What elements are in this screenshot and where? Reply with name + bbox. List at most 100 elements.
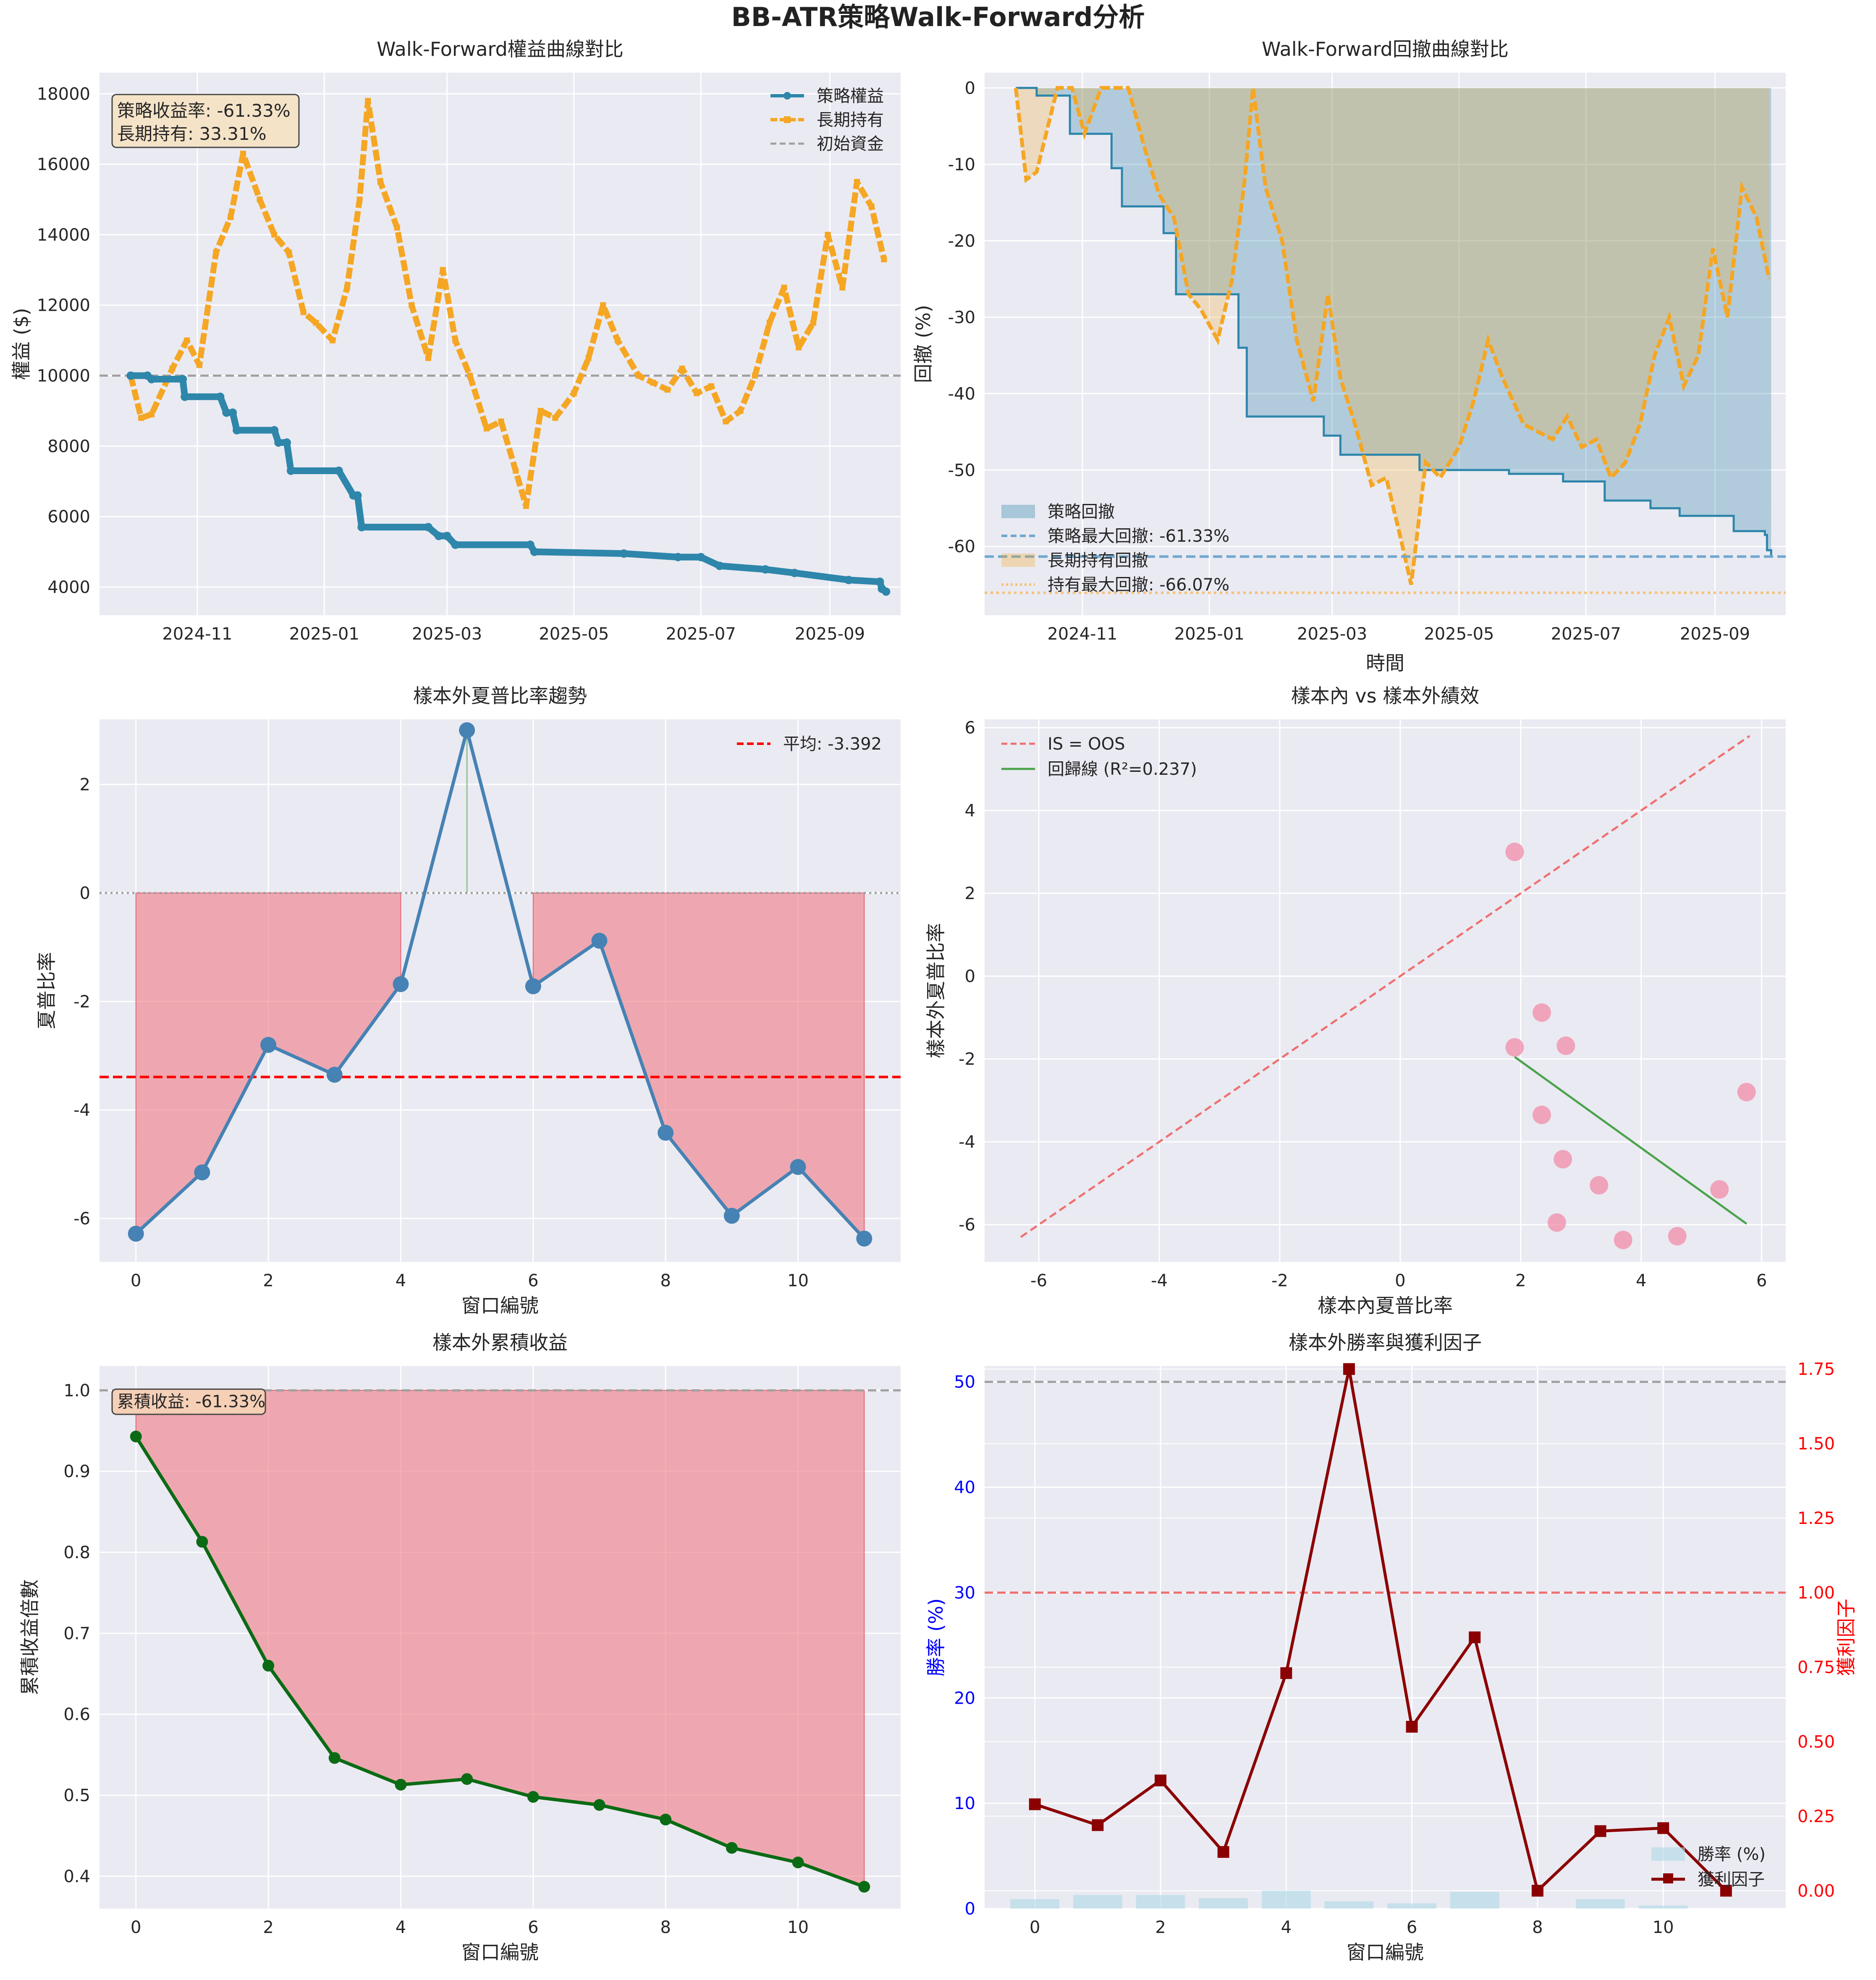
cumulative-point [262,1660,275,1672]
scatter-point [1668,1227,1687,1246]
y-tick-label: 0.8 [63,1543,90,1563]
x-axis-label: 時間 [1366,652,1404,674]
x-tick-label: -6 [1030,1271,1047,1290]
y-tick-label: 0.9 [63,1462,90,1482]
buy-hold-point [513,468,519,474]
buy-hold-point [585,355,592,361]
y-tick-label: 20 [954,1689,975,1708]
drawdown-chart: 2024-11 2025-01 2025-03 2025-05 2025-07 2025-… [912,38,1786,674]
x-tick-label: 2024-11 [162,624,232,644]
strategy-equity-point [283,438,291,447]
y-axis-label: 回撤 (%) [912,305,935,383]
strategy-equity-point [619,549,628,558]
chart-title: Walk-Forward回撤曲線對比 [1262,38,1509,60]
winrate-bar [1576,1899,1625,1909]
cumulative-point [527,1791,539,1803]
plot-area [985,73,1786,615]
legend-label: 策略最大回撤: -61.33% [1048,527,1229,546]
x-tick-label: 2025-03 [412,624,482,644]
buy-hold-point [752,372,758,379]
strategy-equity-point [181,392,189,401]
y-tick-label: 4 [965,801,975,821]
right-tick-label: 1.75 [1797,1360,1835,1379]
y-tick-label: 0 [965,79,975,98]
buy-hold-point [708,383,715,389]
profit-factor-point [1531,1885,1543,1897]
buy-hold-point [868,203,875,210]
identity-line [1020,735,1750,1238]
strategy-equity-point [274,438,283,447]
right-tick-label: 0.00 [1797,1881,1835,1901]
x-tick-label: 2 [263,1271,273,1290]
chart-title: 樣本外累積收益 [432,1331,568,1354]
x-tick-label: 10 [787,1918,809,1937]
y-tick-label: -4 [959,1133,975,1152]
sharpe-point [525,978,541,994]
winrate-bar [1387,1903,1436,1909]
sharpe-point [658,1125,674,1141]
y-tick-label: 0.4 [63,1867,90,1886]
profit-factor-point [1280,1667,1292,1679]
winrate-bar [1199,1898,1248,1909]
x-tick-label: 4 [396,1918,406,1937]
buy-hold-point [523,503,529,509]
x-tick-label: -4 [1151,1271,1168,1290]
strategy-equity-point [526,540,535,549]
strategy-equity-point [178,375,187,383]
sharpe-point [591,933,608,949]
strategy-equity-point [270,426,279,435]
y-tick-label: -2 [73,992,90,1012]
legend-marker [1663,1873,1673,1883]
y-tick-label: 4000 [47,578,90,597]
profit-factor-point [1092,1819,1104,1831]
strategy-equity-point [451,540,460,549]
plot-area [100,73,901,615]
x-axis-label: 窗口編號 [461,1294,539,1317]
buy-hold-point [196,362,202,368]
strategy-equity-point [530,547,539,556]
x-tick-label: 2025-09 [1680,624,1750,644]
winrate-bar [1010,1899,1060,1909]
legend-swatch [1651,1847,1685,1861]
right-tick-label: 0.25 [1797,1807,1835,1826]
x-tick-label: 2 [1515,1271,1526,1290]
buy-hold-point [600,302,606,308]
legend-swatch [1001,553,1035,567]
right-tick-label: 1.50 [1797,1435,1835,1454]
buy-hold-point [240,150,246,157]
x-axis-label: 窗口編號 [461,1941,539,1964]
buy-hold-point [286,249,292,255]
y-tick-label: -4 [73,1101,90,1120]
buy-hold-point [664,387,671,393]
strategy-equity-point [844,576,853,585]
right-tick-label: 1.25 [1797,1509,1835,1528]
legend-label: 平均: -3.392 [783,734,882,754]
x-tick-label: 2025-09 [795,624,865,644]
y-tick-label: 2 [80,775,90,795]
equity-chart: 2024-11 2025-01 2025-03 2025-05 2025-07 2025-… [10,38,901,644]
legend-label: 獲利因子 [1698,1870,1765,1889]
strategy-drawdown-area [1016,88,1771,557]
y-tick-label: 0.6 [63,1705,90,1724]
profit-factor-point [1343,1363,1355,1375]
x-tick-label: 0 [131,1271,141,1290]
annotation-text: 長期持有: 33.31% [117,123,267,144]
y-tick-label: -40 [948,384,975,404]
cumulative-point [395,1778,407,1791]
x-tick-label: 10 [787,1271,809,1290]
y-tick-label: 0.5 [63,1786,90,1805]
scatter-point [1505,1038,1524,1057]
y-tick-label: 14000 [37,226,90,245]
strategy-equity-point [233,426,241,435]
sharpe-point [194,1164,210,1180]
winrate-bar [1261,1891,1311,1909]
winrate-bar [1638,1905,1688,1909]
x-tick-label: 6 [528,1271,538,1290]
buy-hold-drawdown-line [1014,86,1771,585]
winrate-bar [1324,1901,1374,1909]
cumulative-point [660,1813,672,1825]
scatter-point [1547,1213,1566,1232]
y-tick-label: 0 [965,967,975,986]
